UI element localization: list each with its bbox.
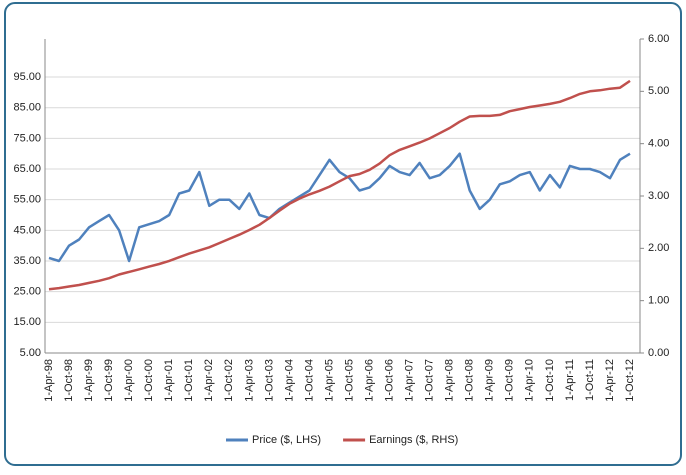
frame: [4, 2, 682, 466]
y-tick-label: 15.00: [13, 316, 41, 328]
y2-tick-label: 4.00: [648, 138, 669, 150]
y-tick-label: 55.00: [13, 194, 41, 206]
y-tick-label: 35.00: [13, 255, 41, 267]
y2-tick-label: 6.00: [648, 33, 669, 45]
x-tick-label: 1-Oct-01: [183, 359, 195, 402]
x-tick-label: 1-Oct-06: [383, 359, 395, 402]
series-line: [48, 79, 631, 291]
y-tick-label: 75.00: [13, 132, 41, 144]
y-tick-label: 45.00: [13, 224, 41, 236]
y2-tick-label: 2.00: [648, 242, 669, 254]
y-tick-label: 5.00: [20, 347, 41, 359]
x-tick-label: 1-Oct-08: [464, 359, 476, 402]
x-tick-label: 1-Apr-09: [484, 359, 496, 402]
x-tick-label: 1-Oct-12: [624, 359, 636, 402]
y2-tick-label: 1.00: [648, 295, 669, 307]
x-tick-label: 1-Apr-07: [404, 359, 416, 402]
x-tick-label: 1-Oct-02: [223, 359, 235, 402]
x-tick-label: 1-Apr-01: [163, 359, 175, 402]
x-tick-label: 1-Oct-99: [103, 359, 115, 402]
x-tick-label: 1-Oct-98: [63, 359, 75, 402]
x-tick-label: 1-Apr-12: [604, 359, 616, 402]
x-tick-label: 1-Apr-00: [123, 359, 135, 402]
x-tick-label: 1-Oct-10: [544, 359, 556, 402]
legend-label: Price ($, LHS): [252, 434, 321, 446]
y-tick-label: 85.00: [13, 102, 41, 114]
x-tick-label: 1-Apr-04: [283, 359, 295, 402]
y-tick-label: 65.00: [13, 163, 41, 175]
y-tick-label: 95.00: [13, 71, 41, 83]
x-tick-label: 1-Oct-00: [143, 359, 155, 402]
y2-tick-label: 3.00: [648, 190, 669, 202]
x-tick-label: 1-Apr-99: [83, 359, 95, 402]
x-tick-label: 1-Apr-06: [363, 359, 375, 402]
legend-label: Earnings ($, RHS): [369, 434, 458, 446]
y2-tick-label: 0.00: [648, 347, 669, 359]
y2-tick-label: 5.00: [648, 85, 669, 97]
x-tick-label: 1-Apr-98: [43, 359, 55, 402]
x-tick-label: 1-Oct-03: [263, 359, 275, 402]
x-tick-label: 1-Apr-08: [444, 359, 456, 402]
x-tick-label: 1-Apr-03: [243, 359, 255, 402]
x-tick-label: 1-Oct-07: [424, 359, 436, 402]
x-tick-label: 1-Oct-11: [584, 359, 596, 401]
x-tick-label: 1-Apr-02: [203, 359, 215, 402]
x-tick-label: 1-Oct-05: [343, 359, 355, 402]
x-tick-label: 1-Apr-05: [323, 359, 335, 402]
series-line: [48, 152, 631, 263]
y-tick-label: 25.00: [13, 286, 41, 298]
x-tick-label: 1-Oct-04: [303, 359, 315, 402]
x-tick-label: 1-Oct-09: [504, 359, 516, 402]
x-tick-label: 1-Apr-11: [564, 359, 576, 401]
x-tick-label: 1-Apr-10: [524, 359, 536, 402]
